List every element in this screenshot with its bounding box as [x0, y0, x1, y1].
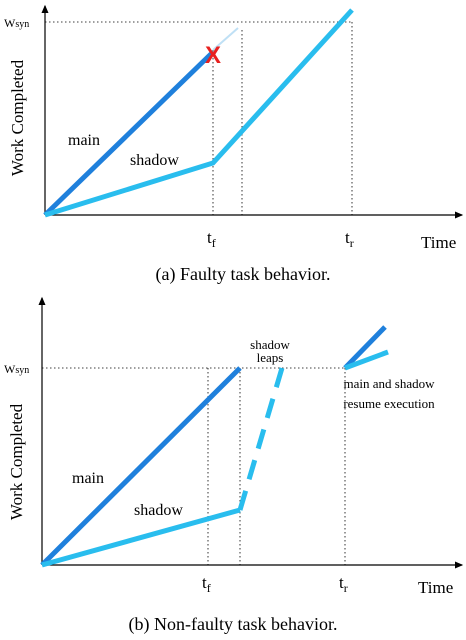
resume-note: main and shadow: [344, 376, 436, 391]
tf-base: t: [202, 573, 207, 592]
main-line: [40, 366, 242, 567]
caption: (b) Non-faulty task behavior.: [129, 614, 338, 635]
tr-label: tr: [345, 228, 354, 250]
shadow-label: shadow: [130, 152, 179, 169]
tr-sub: r: [350, 236, 354, 250]
shadow-line: [41, 507, 241, 568]
tr-base: t: [339, 573, 344, 592]
wsyn-label: Wsyn: [4, 16, 29, 30]
x-label: Time: [421, 233, 456, 252]
tr-sub: r: [344, 581, 348, 595]
main-label: main: [72, 470, 104, 487]
panel-b: Work Completed Wsyn main shadow shadow l…: [4, 296, 464, 635]
tf-sub: f: [212, 236, 216, 250]
wsyn-sub: syn: [15, 19, 29, 30]
panel-a: X Work Completed Wsyn main shadow tf tr …: [4, 4, 464, 285]
wsyn-base: W: [4, 16, 16, 30]
shadow-line: [44, 8, 354, 218]
tr-label: tr: [339, 573, 348, 595]
tf-label: tf: [207, 228, 216, 250]
aborted-main: [212, 27, 239, 51]
resume-note: resume execution: [343, 396, 435, 411]
tr-base: t: [345, 228, 350, 247]
shadow-leap: [237, 367, 285, 511]
caption: (a) Faulty task behavior.: [156, 264, 331, 285]
tf-label: tf: [202, 573, 211, 595]
y-label: Work Completed: [7, 403, 26, 520]
leap-note: leaps: [257, 350, 284, 365]
wsyn-sub: syn: [15, 365, 29, 376]
wsyn-label: Wsyn: [4, 362, 29, 376]
shadow-resume: [344, 349, 389, 371]
tf-base: t: [207, 228, 212, 247]
shadow-label: shadow: [134, 502, 183, 519]
fault-marker: X: [205, 42, 221, 69]
wsyn-base: W: [4, 362, 16, 376]
x-label: Time: [418, 578, 453, 597]
y-label: Work Completed: [8, 59, 27, 176]
main-label: main: [68, 132, 100, 149]
main-resume: [343, 325, 387, 370]
main-line: [43, 50, 215, 217]
tf-sub: f: [207, 581, 211, 595]
leap-note: shadow: [250, 337, 290, 352]
